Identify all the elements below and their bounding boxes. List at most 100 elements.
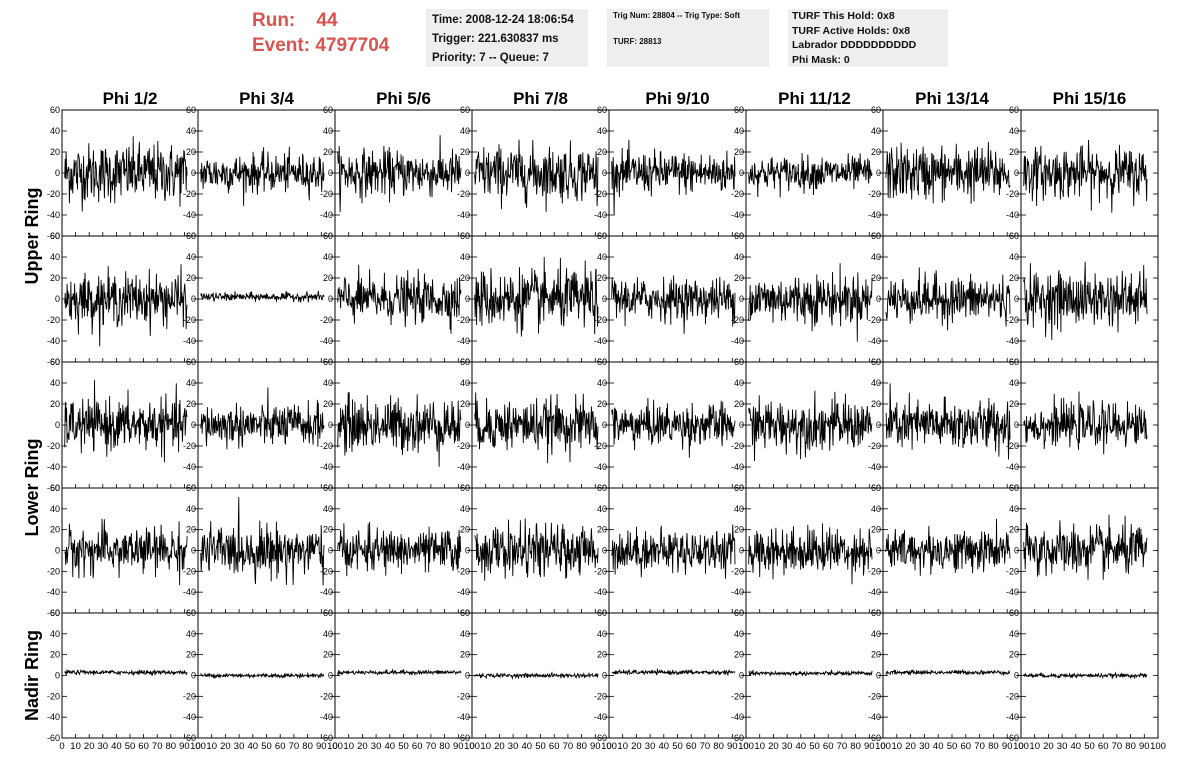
- x-tick-label: 30: [234, 741, 245, 752]
- y-tick-label: 40: [50, 378, 60, 388]
- waveform-trace: [474, 518, 599, 581]
- y-tick-label: 60: [734, 483, 744, 493]
- waveform-trace: [748, 152, 873, 198]
- x-tick-label: 60: [823, 741, 834, 752]
- y-tick-label: -20: [1006, 189, 1019, 199]
- x-tick-label: 90: [727, 741, 738, 752]
- y-tick-label: -40: [731, 462, 744, 472]
- y-tick-label: 60: [50, 231, 60, 241]
- y-tick-label: 0: [876, 420, 881, 430]
- y-tick-label: 60: [1009, 105, 1019, 115]
- y-tick-label: 0: [1014, 420, 1019, 430]
- x-tick-label: 10: [206, 741, 217, 752]
- column-header: Phi 1/2: [103, 89, 158, 108]
- x-tick-label: 80: [302, 741, 313, 752]
- y-tick-label: 60: [734, 608, 744, 618]
- y-tick-label: -60: [47, 231, 60, 241]
- y-tick-label: -20: [47, 566, 60, 576]
- y-tick-label: 20: [597, 273, 607, 283]
- y-tick-label: 60: [186, 357, 196, 367]
- y-tick-label: 60: [186, 231, 196, 241]
- labrador-text: Labrador DDDDDDDDDD: [792, 39, 917, 51]
- y-tick-label: 0: [328, 546, 333, 556]
- waveform-trace: [474, 139, 599, 212]
- y-tick-label: 40: [734, 126, 744, 136]
- y-tick-label: -60: [868, 733, 881, 743]
- y-tick-label: 0: [465, 168, 470, 178]
- y-tick-label: -20: [731, 441, 744, 451]
- y-tick-label: -40: [868, 712, 881, 722]
- x-tick-label: 10: [892, 741, 903, 752]
- y-tick-label: -40: [1006, 210, 1019, 220]
- y-tick-label: -20: [594, 315, 607, 325]
- y-tick-label: -40: [183, 712, 196, 722]
- y-tick-label: -60: [731, 733, 744, 743]
- y-tick-label: 0: [191, 671, 196, 681]
- y-tick-label: 60: [460, 608, 470, 618]
- y-tick-label: -40: [731, 587, 744, 597]
- y-tick-label: -20: [47, 441, 60, 451]
- y-tick-label: 60: [460, 231, 470, 241]
- trig-num-text: Trig Num: 28804 -- Trig Type: Soft: [613, 11, 740, 20]
- y-tick-label: 20: [460, 650, 470, 660]
- waveform-trace: [1023, 391, 1148, 455]
- column-header: Phi 7/8: [513, 89, 568, 108]
- y-tick-label: -20: [183, 566, 196, 576]
- y-tick-label: 20: [50, 399, 60, 409]
- waveform-trace: [611, 275, 736, 334]
- y-tick-label: 0: [876, 168, 881, 178]
- waveform-trace: [1023, 261, 1148, 341]
- y-tick-label: -20: [731, 315, 744, 325]
- y-tick-label: 0: [602, 671, 607, 681]
- waveform-trace: [200, 387, 325, 450]
- y-tick-label: -60: [457, 733, 470, 743]
- y-tick-label: 0: [602, 546, 607, 556]
- y-tick-label: 0: [55, 671, 60, 681]
- y-tick-label: 0: [602, 168, 607, 178]
- y-tick-label: 20: [734, 273, 744, 283]
- y-tick-label: 0: [465, 671, 470, 681]
- panel-frame: [882, 612, 1022, 739]
- y-tick-label: 60: [460, 357, 470, 367]
- waveform-trace: [611, 139, 736, 216]
- x-tick-label: 40: [659, 741, 670, 752]
- x-tick-label: 60: [138, 741, 149, 752]
- x-tick-label: 80: [439, 741, 450, 752]
- turf-active-holds-text: TURF Active Holds: 0x8: [792, 24, 911, 37]
- x-tick-label: 30: [782, 741, 793, 752]
- y-tick-label: 60: [323, 231, 333, 241]
- y-tick-label: 0: [602, 420, 607, 430]
- x-tick-label: 80: [166, 741, 177, 752]
- y-tick-label: 60: [323, 105, 333, 115]
- y-tick-label: -20: [1006, 691, 1019, 701]
- x-tick-label: 90: [1002, 741, 1013, 752]
- y-tick-label: 0: [191, 168, 196, 178]
- waveform-trace: [64, 668, 188, 677]
- y-tick-label: 20: [871, 399, 881, 409]
- x-tick-label: 70: [426, 741, 437, 752]
- waveform-trace: [885, 267, 1011, 331]
- y-tick-label: 60: [50, 105, 60, 115]
- y-tick-label: 40: [186, 378, 196, 388]
- x-tick-label: 20: [220, 741, 231, 752]
- event-label: Event:: [252, 35, 311, 56]
- y-tick-label: 60: [460, 105, 470, 115]
- x-tick-label: 100: [1150, 741, 1166, 752]
- y-tick-label: 0: [1014, 294, 1019, 304]
- y-tick-label: 20: [323, 650, 333, 660]
- waveform-trace: [885, 518, 1011, 576]
- y-tick-label: -40: [183, 462, 196, 472]
- x-tick-label: 70: [289, 741, 300, 752]
- x-tick-label: 40: [796, 741, 807, 752]
- y-tick-label: 40: [734, 252, 744, 262]
- y-tick-label: 60: [734, 105, 744, 115]
